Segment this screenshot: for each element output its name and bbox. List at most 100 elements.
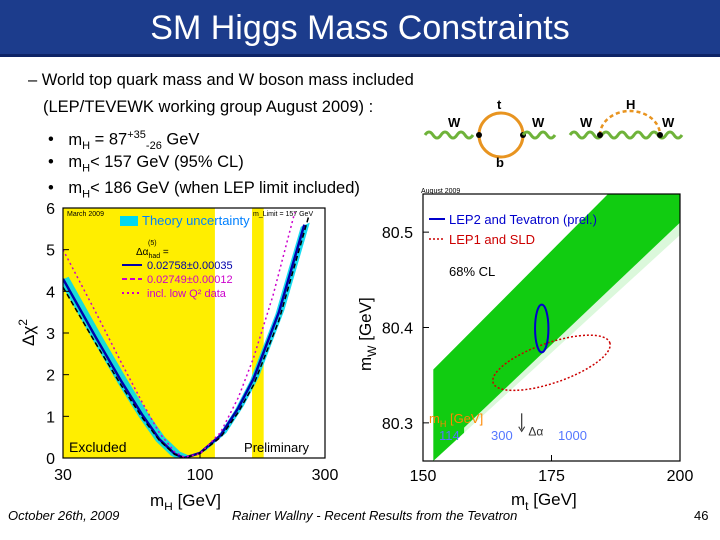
bullet-text: < 186 GeV (when LEP limit included) (90, 179, 360, 197)
preliminary-region (252, 208, 264, 458)
lep2-tevatron-ellipse (534, 303, 550, 354)
vertex-dot (657, 132, 663, 138)
vertex-dot (476, 132, 482, 138)
w-label: W (662, 115, 675, 130)
chart-date-note: August 2009 (421, 188, 460, 195)
delta-alpha-arrowhead (518, 426, 526, 433)
band-label-sub: H (440, 419, 447, 429)
chi2-curve (63, 216, 310, 458)
y-tick-label: 2 (46, 368, 55, 385)
bullet-text: < 157 GeV (95% CL) (90, 153, 244, 171)
y-tick-label: 0 (46, 451, 55, 468)
footer-date: October 26th, 2009 (8, 508, 120, 523)
vertex-dot (597, 132, 603, 138)
w-label: W (532, 115, 545, 130)
y-tick-label: 1 (46, 409, 55, 426)
legend-alpha-sub: had (148, 253, 160, 260)
bullet-lower-error: -26 (145, 139, 162, 152)
y-axis-label-unit: [GeV] (356, 297, 375, 345)
x-axis-label-unit: [GeV] (173, 491, 221, 510)
y-axis-label: Δχ2 (16, 319, 38, 346)
excluded-label: Excluded (69, 439, 127, 455)
footer-author: Rainer Wallny - Recent Results from the … (232, 508, 518, 523)
x-tick-label: 30 (54, 467, 72, 484)
intro-line-2: (LEP/TEVEWK working group August 2009) : (43, 98, 374, 116)
legend-entry: 0.02758±0.00035 (147, 260, 233, 272)
bullet-subscript: H (82, 188, 91, 201)
bottom-quark-label: b (496, 155, 504, 170)
bullet-mark: • (48, 130, 54, 149)
chi2-curve (63, 224, 306, 458)
band-label-unit: [GeV] (446, 411, 483, 426)
bullet-mh-limit: • mH< 157 GeV (95% CL) (48, 152, 244, 178)
y-tick-label: 4 (46, 284, 55, 301)
legend-swatch-band (120, 216, 138, 226)
x-tick-label: 100 (187, 467, 214, 484)
bullet-mark: • (48, 153, 54, 171)
y-tick-label: 80.3 (382, 416, 413, 433)
w-propagator-left (423, 130, 475, 140)
legend-theory-label: Theory uncertainty (142, 213, 250, 228)
x-tick-label: 150 (410, 468, 437, 485)
intro-line: – World top quark mass and W boson mass … (28, 71, 414, 89)
x-tick-label: 200 (667, 468, 694, 485)
y-axis-label-sub: W (365, 345, 379, 357)
fermion-loop (477, 111, 525, 159)
w-propagator-right (521, 130, 557, 140)
legend-entry: 0.02749±0.00012 (147, 274, 233, 286)
preliminary-label: Preliminary (244, 440, 310, 455)
legend-cl-label: 68% CL (449, 264, 495, 279)
x-tick-label: 175 (538, 468, 565, 485)
x-axis-label-sub: H (164, 500, 173, 510)
higgs-loop (598, 109, 662, 136)
x-tick-label: 300 (312, 467, 339, 484)
bullet-text: m (68, 153, 83, 171)
page-number: 46 (694, 508, 709, 523)
band-value-label: 114 (439, 428, 460, 443)
w-propagator-left-2 (568, 130, 684, 140)
bullet-upper-error: +35 (127, 129, 146, 141)
legend-entry: LEP2 and Tevatron (prel.) (449, 212, 597, 227)
delta-alpha-label: Δα (528, 424, 543, 438)
blueband-chart: 0 1 2 3 4 5 6 30 100 300 mH [GeV] Δχ2 March 2009 m_Li… (16, 201, 339, 510)
x-axis-label: mH [GeV] (150, 491, 221, 510)
band-value-label: 1000 (558, 428, 587, 443)
x-axis-label-unit: [GeV] (529, 490, 577, 509)
feynman-diagrams: W W t b W W H (423, 97, 684, 170)
legend-alpha-sup: (5) (148, 240, 157, 247)
w-label: W (448, 115, 461, 130)
higgs-mass-band (433, 194, 680, 461)
higgs-label: H (626, 97, 635, 112)
bullet-text: GeV (161, 130, 200, 149)
mw-mt-chart: Δα 80.3 80.4 80.5 150 175 200 mt [GeV] mW [GeV] A… (356, 188, 694, 510)
top-quark-label: t (497, 97, 502, 112)
chart-limit-note: m_Limit = 157 GeV (253, 211, 313, 218)
x-axis-label: mt [GeV] (511, 490, 577, 510)
y-axis-label: mW [GeV] (356, 297, 379, 371)
y-axis-label-sup: 2 (16, 319, 30, 326)
y-tick-label: 80.4 (382, 321, 413, 338)
bullet-text: m (68, 130, 83, 149)
y-tick-label: 80.5 (382, 225, 413, 242)
y-tick-label: 6 (46, 201, 55, 218)
legend-alpha-label: Δαhad = (136, 247, 169, 260)
bullet-mark: • (48, 179, 54, 197)
y-tick-label: 3 (46, 326, 55, 343)
w-label: W (580, 115, 593, 130)
slide-title: SM Higgs Mass Constraints (150, 9, 570, 47)
bullet-mh-value: • mH = 87+35-26 GeV (48, 125, 199, 156)
x-axis-label-sub: t (525, 499, 529, 510)
bullet-mh-lep-limit: • mH< 186 GeV (when LEP limit included) (48, 178, 360, 204)
excluded-region (63, 208, 215, 458)
chi2-curve (63, 212, 296, 458)
bullet-text: m (68, 179, 83, 197)
bullet-subscript: H (82, 162, 91, 175)
lep1-sld-ellipse (492, 334, 611, 392)
chart-date-note: March 2009 (67, 211, 104, 218)
title-bar (0, 0, 720, 57)
legend-alpha-eq: = (160, 247, 169, 258)
legend-entry: incl. low Q² data (147, 288, 227, 300)
bullet-subscript: H (82, 139, 91, 152)
y-tick-label: 5 (46, 243, 55, 260)
legend-entry: LEP1 and SLD (449, 232, 535, 247)
